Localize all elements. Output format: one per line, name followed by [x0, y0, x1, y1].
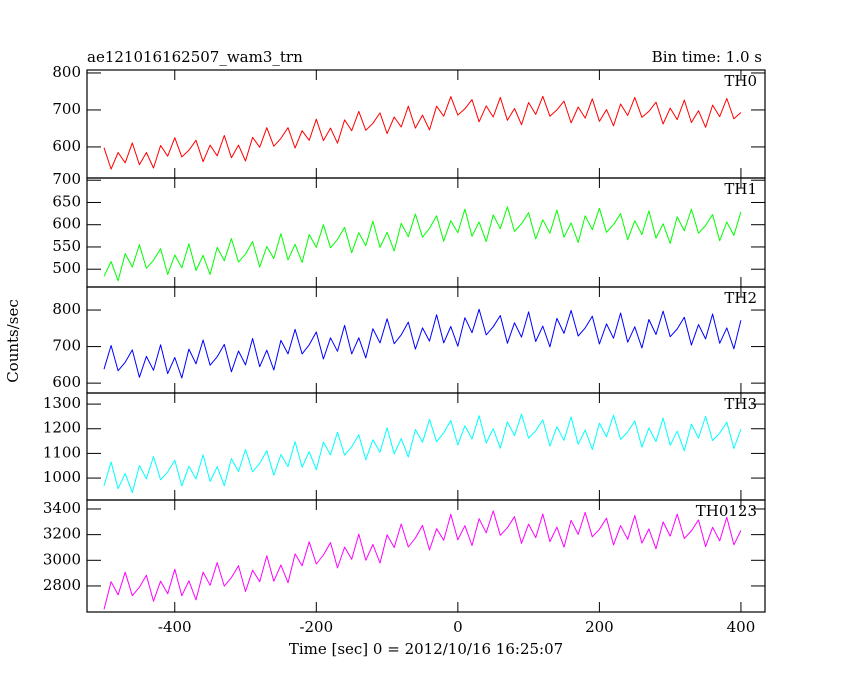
y-tick-label: 600 — [52, 137, 81, 155]
x-tick-label: -200 — [299, 618, 333, 636]
data-line — [103, 308, 742, 379]
y-tick-label: 1100 — [43, 443, 81, 461]
y-tick-label: 1200 — [43, 419, 81, 437]
x-tick-label: -400 — [158, 618, 192, 636]
y-tick-label: 800 — [52, 63, 81, 81]
panel-label: TH3 — [724, 395, 757, 413]
y-tick-label: 700 — [52, 100, 81, 118]
x-tick-label: 0 — [453, 618, 463, 636]
y-axis-label: Counts/sec — [4, 299, 22, 383]
y-tick-label: 600 — [52, 215, 81, 233]
y-tick-label: 2800 — [43, 576, 81, 594]
y-tick-label: 3200 — [43, 525, 81, 543]
data-line — [103, 206, 742, 282]
chart-subtitle: Bin time: 1.0 s — [652, 48, 762, 66]
data-line — [103, 510, 742, 610]
x-axis-label: Time [sec] 0 = 2012/10/16 16:25:07 — [289, 640, 563, 658]
panel-frame — [86, 392, 766, 501]
chart-title: ae121016162507_wam3_trn — [87, 48, 303, 66]
y-tick-label: 1300 — [43, 394, 81, 412]
y-tick-label: 500 — [52, 259, 81, 277]
y-tick-label: 550 — [52, 237, 81, 255]
data-line — [103, 95, 742, 170]
y-tick-label: 800 — [52, 300, 81, 318]
y-tick-label: 3000 — [43, 550, 81, 568]
x-tick-label: 400 — [727, 618, 756, 636]
panel-label: TH0123 — [696, 502, 757, 520]
y-tick-label: 700 — [52, 170, 81, 188]
x-tick-label: 200 — [585, 618, 614, 636]
panel-label: TH0 — [724, 72, 757, 90]
y-tick-label: 1000 — [43, 468, 81, 486]
panel-frame — [86, 499, 766, 613]
y-tick-label: 3400 — [43, 499, 81, 517]
panel-label: TH1 — [724, 180, 757, 198]
y-tick-label: 600 — [52, 373, 81, 391]
panel-label: TH2 — [724, 289, 757, 307]
data-line — [103, 413, 742, 494]
y-tick-label: 650 — [52, 192, 81, 210]
panel-frame — [86, 286, 766, 394]
y-tick-label: 700 — [52, 337, 81, 355]
